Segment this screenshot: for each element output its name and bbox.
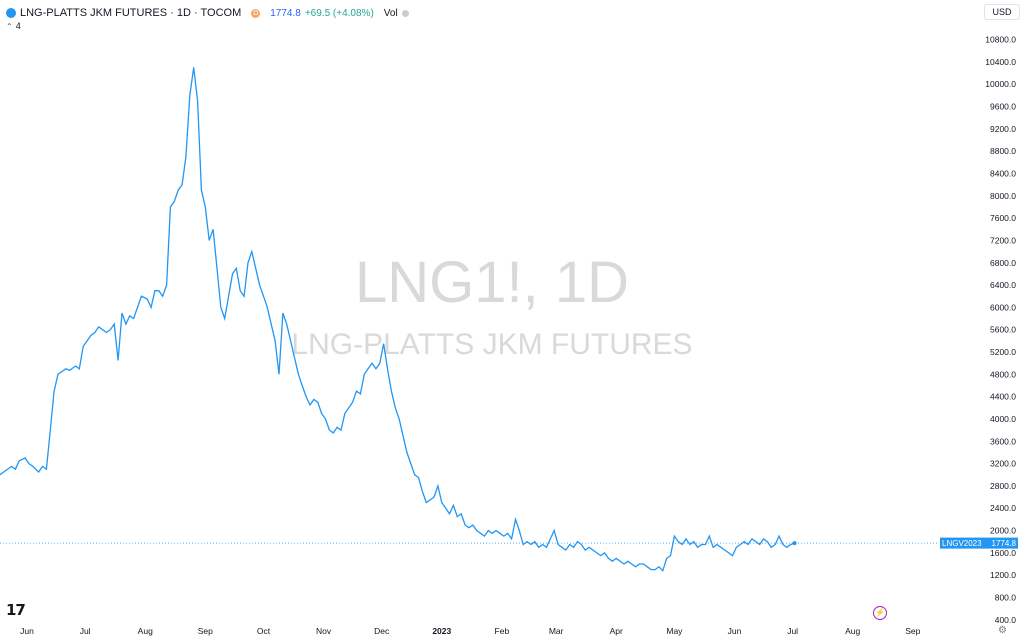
x-axis: Jun Jul Aug Sep Oct Nov Dec 2023 Feb Mar Apr May Jun… xyxy=(20,626,920,636)
delayed-badge[interactable]: D xyxy=(251,8,261,18)
y-tick-label: 1600.0 xyxy=(990,548,1016,558)
x-tick-label: Sep xyxy=(198,626,213,636)
x-tick-label: Aug xyxy=(845,626,860,636)
y-tick-label: 8000.0 xyxy=(990,191,1016,201)
x-tick-label: Jun xyxy=(728,626,742,636)
y-tick-label: 10800.0 xyxy=(985,35,1016,45)
indicators-count: 4 xyxy=(15,21,21,31)
y-tick-label: 8800.0 xyxy=(990,146,1016,156)
x-tick-label: May xyxy=(666,626,683,636)
y-tick-label: 4000.0 xyxy=(990,414,1016,424)
x-tick-label: Jun xyxy=(20,626,34,636)
x-tick-label: Jul xyxy=(787,626,798,636)
price-label-symbol: LNGV2023 xyxy=(942,539,982,548)
last-price: 1774.8 xyxy=(270,7,301,19)
volume-label[interactable]: Vol xyxy=(383,7,398,19)
price-change: +69.5 (+4.08%) xyxy=(304,7,374,19)
symbol-icon[interactable] xyxy=(6,8,16,18)
y-tick-label: 8400.0 xyxy=(990,168,1016,178)
price-label: LNGV2023 1774.8 xyxy=(940,537,1018,549)
chevron-up-icon: ⌃ xyxy=(6,21,13,31)
y-tick-label: 10000.0 xyxy=(985,79,1016,89)
tradingview-logo-icon[interactable]: 17 xyxy=(6,601,26,619)
y-tick-label: 3200.0 xyxy=(990,459,1016,469)
y-tick-label: 2800.0 xyxy=(990,481,1016,491)
y-tick-label: 2000.0 xyxy=(990,526,1016,536)
y-tick-label: 5200.0 xyxy=(990,347,1016,357)
y-tick-label: 10400.0 xyxy=(985,57,1016,67)
x-tick-label: 2023 xyxy=(432,626,451,636)
x-tick-label: Jul xyxy=(80,626,91,636)
y-tick-label: 6400.0 xyxy=(990,280,1016,290)
y-tick-label: 7200.0 xyxy=(990,235,1016,245)
indicators-toggle[interactable]: ⌃ 4 xyxy=(6,21,21,31)
y-tick-label: 6000.0 xyxy=(990,302,1016,312)
x-tick-label: Aug xyxy=(138,626,153,636)
x-tick-label: Nov xyxy=(316,626,332,636)
watermark-name: LNG-PLATTS JKM FUTURES xyxy=(291,328,692,361)
last-point-marker xyxy=(792,541,797,546)
x-tick-label: Mar xyxy=(549,626,564,636)
currency-button[interactable]: USD xyxy=(984,4,1020,20)
price-label-value: 1774.8 xyxy=(992,539,1017,548)
watermark-symbol: LNG1!, 1D xyxy=(355,250,629,315)
symbol-title[interactable]: LNG-PLATTS JKM FUTURES · 1D · TOCOM xyxy=(20,7,242,19)
x-tick-label: Oct xyxy=(257,626,271,636)
y-tick-label: 3600.0 xyxy=(990,436,1016,446)
y-tick-label: 5600.0 xyxy=(990,325,1016,335)
y-tick-label: 800.0 xyxy=(995,592,1017,602)
chart-header: LNG-PLATTS JKM FUTURES · 1D · TOCOM D 17… xyxy=(6,5,409,21)
y-tick-label: 4800.0 xyxy=(990,369,1016,379)
y-tick-label: 9200.0 xyxy=(990,124,1016,134)
y-axis: 400.0 800.0 1200.0 1600.0 2000.0 2400.0 2800.0… xyxy=(985,35,1016,625)
x-tick-label: Apr xyxy=(610,626,623,636)
y-tick-label: 9600.0 xyxy=(990,102,1016,112)
y-tick-label: 2400.0 xyxy=(990,503,1016,513)
price-series-line xyxy=(0,67,795,572)
settings-icon[interactable]: ⚙ xyxy=(998,625,1007,636)
volume-settings-icon[interactable] xyxy=(401,9,409,17)
y-tick-label: 4400.0 xyxy=(990,392,1016,402)
y-tick-label: 1200.0 xyxy=(990,570,1016,580)
lightning-icon[interactable]: ⚡ xyxy=(873,606,887,620)
x-tick-label: Feb xyxy=(495,626,510,636)
x-tick-label: Sep xyxy=(905,626,920,636)
y-tick-label: 7600.0 xyxy=(990,213,1016,223)
y-tick-label: 400.0 xyxy=(995,615,1017,625)
y-tick-label: 6800.0 xyxy=(990,258,1016,268)
x-tick-label: Dec xyxy=(374,626,390,636)
